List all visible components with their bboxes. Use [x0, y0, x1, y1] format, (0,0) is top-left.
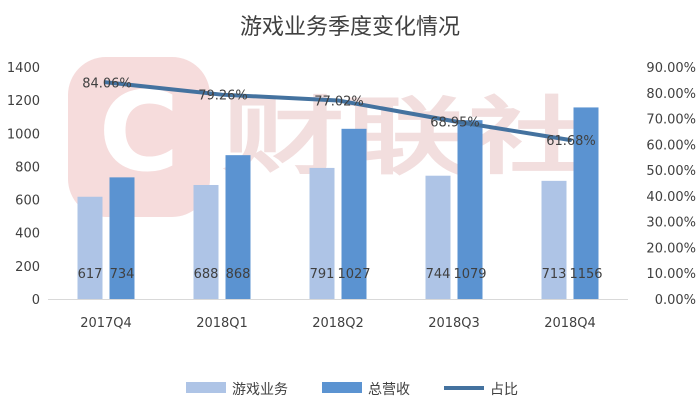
left-axis-ticks: 0 200 400 600 800 1000 1200 1400 [7, 61, 40, 308]
right-tick-label: 60.00% [646, 138, 696, 153]
ratio-line-series: 84.06% 79.26% 77.02% 68.95% 61.68% [82, 76, 596, 149]
right-tick-label: 20.00% [646, 241, 696, 256]
right-tick-label: 30.00% [646, 216, 696, 231]
category-label: 2018Q1 [196, 316, 248, 331]
bar-data-label: 688 [194, 267, 219, 282]
bar-revenue [109, 177, 135, 299]
left-tick-label: 1000 [7, 127, 40, 142]
right-tick-label: 80.00% [646, 87, 696, 102]
bar-game [541, 180, 567, 299]
ratio-line [104, 80, 572, 143]
legend-swatch [186, 382, 226, 393]
left-tick-label: 1200 [7, 94, 40, 109]
left-tick-label: 0 [32, 293, 40, 308]
category-label: 2018Q2 [312, 316, 364, 331]
category-label: 2017Q4 [80, 316, 132, 331]
legend: 游戏业务 总营收 占比 [186, 382, 518, 398]
left-tick-label: 200 [15, 260, 40, 275]
category-labels: 2017Q4 2018Q1 2018Q2 2018Q3 2018Q4 [80, 316, 596, 331]
right-tick-label: 10.00% [646, 267, 696, 282]
bar-data-label: 734 [110, 267, 135, 282]
watermark-text: 财联社 [222, 88, 590, 186]
bar-data-label: 1079 [453, 267, 486, 282]
bar-data-label: 1156 [569, 267, 602, 282]
legend-swatch [322, 382, 362, 393]
legend-swatch [444, 386, 484, 390]
line-data-label: 68.95% [430, 115, 480, 130]
bar-revenue [225, 155, 251, 299]
chart-title: 游戏业务季度变化情况 [240, 15, 460, 40]
bar-data-label: 791 [310, 267, 335, 282]
left-tick-label: 800 [15, 160, 40, 175]
legend-label: 游戏业务 [232, 382, 288, 398]
category-label: 2018Q3 [428, 316, 480, 331]
watermark: C 财联社 [68, 57, 590, 217]
line-data-label: 79.26% [198, 89, 248, 104]
line-data-label: 77.02% [314, 94, 364, 109]
bar-data-labels: 617 688 791 744 713 734 868 1027 1079 1156 [78, 267, 603, 282]
bar-revenue [457, 120, 483, 300]
bar-data-label: 617 [78, 267, 103, 282]
bar-revenue [573, 107, 599, 299]
bar-data-label: 868 [226, 267, 251, 282]
category-label: 2018Q4 [544, 316, 596, 331]
bar-game [193, 184, 219, 299]
legend-label: 占比 [490, 382, 518, 398]
legend-label: 总营收 [368, 382, 410, 398]
bar-game [77, 196, 103, 299]
bar-data-label: 744 [426, 267, 451, 282]
line-data-label: 84.06% [82, 76, 132, 91]
bar-game [309, 167, 335, 299]
right-axis-ticks: 0.00% 10.00% 20.00% 30.00% 40.00% 50.00% 60.00… [646, 61, 696, 308]
bar-game [425, 175, 451, 299]
right-tick-label: 40.00% [646, 190, 696, 205]
left-tick-label: 1400 [7, 61, 40, 76]
right-tick-label: 50.00% [646, 164, 696, 179]
bar-data-label: 1027 [337, 267, 370, 282]
left-tick-label: 400 [15, 227, 40, 242]
bar-data-label: 713 [542, 267, 567, 282]
left-tick-label: 600 [15, 194, 40, 209]
right-tick-label: 70.00% [646, 113, 696, 128]
bars [77, 107, 599, 300]
line-data-label: 61.68% [546, 134, 596, 149]
right-tick-label: 90.00% [646, 61, 696, 76]
watermark-logo [68, 57, 210, 217]
right-tick-label: 0.00% [655, 293, 696, 308]
bar-revenue [341, 128, 367, 299]
